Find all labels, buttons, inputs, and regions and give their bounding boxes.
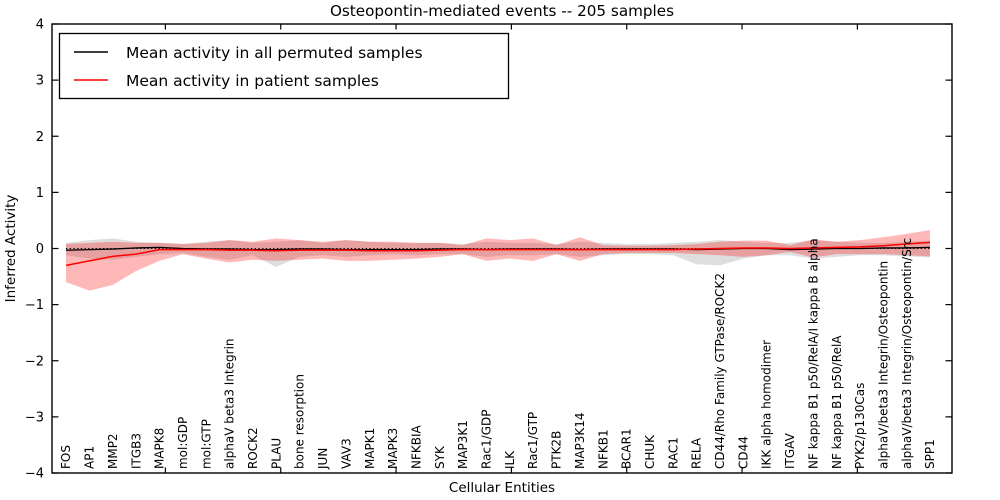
x-category-label: JUN — [316, 448, 330, 470]
x-category-label: MAP3K1 — [456, 420, 470, 469]
x-category-label: Rac1/GTP — [526, 412, 540, 469]
y-tick-label: 4 — [36, 18, 44, 33]
x-category-label: CHUK — [643, 434, 657, 469]
x-category-label: mol:GTP — [199, 419, 213, 469]
axis-ticks-layer — [52, 23, 952, 474]
x-category-label: ITGB3 — [129, 433, 143, 469]
confidence-bands-layer — [66, 229, 930, 291]
x-category-label: PYK2/p130Cas — [853, 383, 867, 469]
legend-box — [58, 32, 510, 100]
series-lines-layer — [65, 241, 931, 267]
x-category-label: CD44/Rho Family GTPase/ROCK2 — [713, 273, 727, 469]
y-tick-label: 0 — [36, 242, 44, 257]
x-category-label: MAPK8 — [153, 428, 167, 469]
x-category-label: NF kappa B1 p50/RelA — [830, 335, 844, 469]
y-axis-label: Inferred Activity — [3, 195, 19, 303]
x-category-label: alphaV beta3 Integrin — [223, 338, 237, 469]
x-category-label: NFKB1 — [596, 429, 610, 469]
x-category-label: alphaV/beta3 Integrin/Osteopontin — [876, 261, 890, 469]
y-tick-label: 2 — [36, 130, 44, 145]
x-category-label: NF kappa B1 p50/RelA/I kappa B alpha — [806, 238, 820, 469]
x-category-label: SPP1 — [923, 439, 937, 469]
y-tick-label: −1 — [25, 298, 44, 313]
x-category-label: SYK — [433, 445, 447, 469]
x-category-label: NFKBIA — [409, 424, 423, 469]
x-category-label: CD44 — [736, 436, 750, 469]
x-axis-label: Cellular Entities — [449, 480, 555, 496]
legend: Mean activity in all permuted samples Me… — [58, 32, 510, 100]
band-patient-samples-range — [66, 229, 930, 291]
x-category-label: FOS — [59, 445, 73, 469]
legend-label-patient: Mean activity in patient samples — [126, 72, 379, 90]
y-tick-label: 3 — [36, 74, 44, 89]
chart-title: Osteopontin-mediated events -- 205 sampl… — [330, 2, 674, 20]
series-line-patient — [65, 241, 931, 267]
x-category-label: mol:GDP — [176, 417, 190, 469]
x-category-label: ROCK2 — [246, 427, 260, 469]
x-category-labels: FOS AP1 MMP2 ITGB3 MAPK8 mol:GDP mol:GTP alphaV… — [59, 238, 937, 470]
x-category-label: RAC1 — [666, 437, 680, 469]
x-category-label: MAPK3 — [386, 428, 400, 469]
x-category-label: ILK — [503, 450, 517, 469]
y-tick-label: 1 — [36, 186, 44, 201]
x-category-label: BCAR1 — [620, 428, 634, 469]
y-tick-label: −4 — [25, 467, 44, 482]
y-tick-label: −2 — [25, 354, 44, 369]
x-category-label: MMP2 — [106, 433, 120, 469]
x-category-label: IKK alpha homodimer — [760, 340, 774, 469]
x-category-label: ITGAV — [783, 432, 797, 469]
legend-label-permuted: Mean activity in all permuted samples — [126, 44, 423, 62]
x-category-label: PLAU — [269, 438, 283, 469]
x-category-label: PTK2B — [550, 431, 564, 469]
x-category-label: AP1 — [83, 446, 97, 469]
x-category-label: alphaV/beta3 Integrin/Osteopontin/Src — [900, 238, 914, 469]
y-tick-labels: −4 −3 −2 −1 0 1 2 3 4 — [25, 18, 44, 482]
x-category-label: Rac1/GDP — [480, 410, 494, 469]
x-category-label: MAP3K14 — [573, 412, 587, 469]
x-category-label: RELA — [690, 437, 704, 469]
y-tick-label: −3 — [25, 410, 44, 425]
x-category-label: bone resorption — [293, 374, 307, 469]
x-category-label: MAPK1 — [363, 428, 377, 469]
band-permuted-samples-range — [66, 238, 930, 268]
x-category-label: VAV3 — [339, 438, 353, 469]
